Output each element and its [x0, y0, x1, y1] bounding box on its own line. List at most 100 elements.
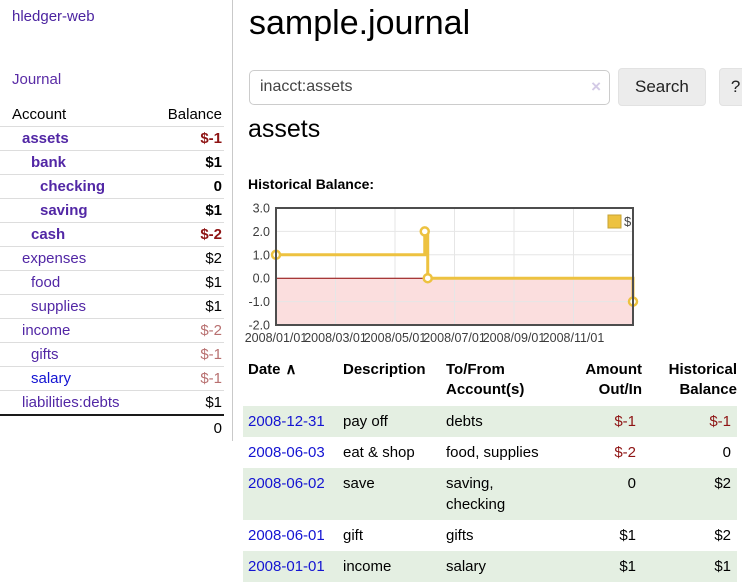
account-balance: $-1	[200, 130, 222, 147]
transaction-row: 2008-12-31 pay off debts $-1 $-1	[243, 406, 737, 437]
transaction-amount: $-2	[614, 444, 636, 461]
sidebar-item-journal[interactable]: Journal	[12, 71, 62, 88]
transaction-date-link[interactable]: 2008-06-01	[248, 527, 325, 544]
account-balance: $1	[205, 394, 222, 411]
search-button[interactable]: Search	[618, 68, 706, 106]
svg-text:2008/03/01: 2008/03/01	[304, 331, 367, 345]
accounts-header-account: Account	[12, 106, 67, 123]
transaction-date-link[interactable]: 2008-06-02	[248, 475, 325, 492]
transaction-accounts: gifts	[446, 527, 474, 544]
clear-search-icon[interactable]: ×	[591, 76, 601, 96]
account-link[interactable]: checking	[40, 178, 106, 195]
account-heading: assets	[248, 115, 321, 143]
account-row: assets $-1	[0, 126, 224, 150]
account-balance: $2	[205, 250, 222, 267]
svg-text:3.0: 3.0	[253, 202, 270, 216]
account-balance: $-1	[200, 346, 222, 363]
svg-text:2008/11/01: 2008/11/01	[543, 331, 605, 345]
account-link[interactable]: liabilities:debts	[22, 394, 120, 411]
account-link[interactable]: income	[22, 322, 71, 339]
account-balance: $1	[205, 202, 222, 219]
svg-text:2008/05/01: 2008/05/01	[364, 331, 427, 345]
account-balance: $1	[205, 274, 222, 291]
account-row: income $-2	[0, 318, 224, 342]
transaction-amount: $-1	[614, 413, 636, 430]
accounts-header-balance: Balance	[167, 106, 222, 123]
account-link[interactable]: saving	[40, 202, 88, 219]
transaction-amount: $1	[619, 527, 636, 544]
transaction-description: gift	[343, 527, 364, 544]
account-balance: $1	[205, 298, 222, 315]
svg-text:1.0: 1.0	[253, 248, 270, 262]
date-header-label: Date	[248, 361, 281, 378]
search-bar: × Search ?	[249, 68, 742, 106]
svg-text:2008/09/01: 2008/09/01	[483, 331, 546, 345]
transaction-date-link[interactable]: 2008-01-01	[248, 558, 325, 575]
search-input[interactable]	[249, 69, 610, 105]
account-link[interactable]: expenses	[22, 250, 87, 267]
register-header-row: Date ∧ Description To/From Account(s) Amo…	[243, 358, 737, 406]
register-header-tofrom: To/From Account(s)	[446, 361, 525, 398]
account-link[interactable]: food	[31, 274, 61, 291]
sidebar: hledger-web Journal Account Balance asse…	[0, 0, 233, 441]
transaction-accounts: debts	[446, 413, 483, 430]
page-title: sample.journal	[249, 4, 471, 42]
account-link[interactable]: assets	[22, 130, 69, 147]
svg-text:$: $	[624, 214, 632, 229]
svg-text:0.0: 0.0	[253, 272, 270, 286]
account-link[interactable]: supplies	[31, 298, 87, 315]
accounts-body: assets $-1 bank $1 checking 0 saving $1 cash $-2 e…	[0, 126, 224, 414]
chart-svg: $3.0 2.0 1.0 0.0 -1.0 -2.02008/01/012008/03/0…	[245, 202, 639, 345]
account-link[interactable]: salary	[31, 370, 72, 387]
transaction-balance: $2	[714, 475, 731, 492]
svg-text:2008/01/01: 2008/01/01	[245, 331, 308, 345]
transaction-amount: 0	[627, 475, 636, 492]
account-row: gifts $-1	[0, 342, 224, 366]
historical-balance-chart: $3.0 2.0 1.0 0.0 -1.0 -2.0 2008/01/01 2008/03/0…	[243, 199, 641, 347]
svg-text:-1.0: -1.0	[248, 295, 270, 309]
account-balance: $-2	[200, 322, 222, 339]
account-link[interactable]: cash	[31, 226, 66, 243]
account-row: bank $1	[0, 150, 224, 174]
transaction-amount: $1	[619, 558, 636, 575]
register-table: Date ∧ Description To/From Account(s) Amo…	[243, 358, 737, 582]
register-header-balance: Historical Balance	[668, 361, 737, 398]
account-row: saving $1	[0, 198, 224, 222]
transaction-accounts: salary	[446, 558, 487, 575]
transaction-row: 2008-06-02 save saving, checking 0 $2	[243, 468, 737, 520]
accounts-table: Account Balance assets $-1 bank $1 checking 0…	[0, 103, 224, 438]
register-header-date[interactable]: Date ∧	[243, 358, 343, 406]
app-title-link[interactable]: hledger-web	[12, 8, 95, 25]
account-link[interactable]: bank	[31, 154, 67, 171]
transaction-description: eat & shop	[343, 444, 415, 461]
transaction-description: income	[343, 558, 392, 575]
help-button[interactable]: ?	[718, 68, 742, 106]
svg-text:-2.0: -2.0	[248, 319, 270, 333]
transaction-balance: $-1	[709, 413, 731, 430]
accounts-header: Account Balance	[0, 103, 224, 126]
transaction-row: 2008-06-03 eat & shop food, supplies $-2 0	[243, 437, 737, 468]
accounts-total: 0	[0, 414, 224, 438]
account-row: liabilities:debts $1	[0, 390, 224, 414]
account-row: expenses $2	[0, 246, 224, 270]
account-balance: $1	[205, 154, 222, 171]
transaction-accounts: food, supplies	[446, 444, 539, 461]
transaction-date-link[interactable]: 2008-06-03	[248, 444, 325, 461]
chart-label: Historical Balance:	[248, 176, 375, 192]
register-body: 2008-12-31 pay off debts $-1 $-1 2008-06-03 ea…	[243, 406, 737, 582]
svg-text:2.0: 2.0	[253, 225, 270, 239]
account-row: salary $-1	[0, 366, 224, 390]
account-row: supplies $1	[0, 294, 224, 318]
transaction-date-link[interactable]: 2008-12-31	[248, 413, 325, 430]
account-balance: 0	[213, 178, 222, 195]
sort-ascending-icon: ∧	[285, 361, 297, 378]
register-header-amount: Amount Out/In	[585, 361, 642, 398]
transaction-row: 2008-06-01 gift gifts $1 $2	[243, 520, 737, 551]
register-header-description: Description	[343, 361, 426, 378]
transaction-description: pay off	[343, 413, 388, 430]
transaction-balance: $1	[714, 558, 731, 575]
account-link[interactable]: gifts	[31, 346, 59, 363]
transaction-row: 2008-01-01 income salary $1 $1	[243, 551, 737, 582]
transaction-balance: 0	[722, 444, 731, 461]
account-row: cash $-2	[0, 222, 224, 246]
